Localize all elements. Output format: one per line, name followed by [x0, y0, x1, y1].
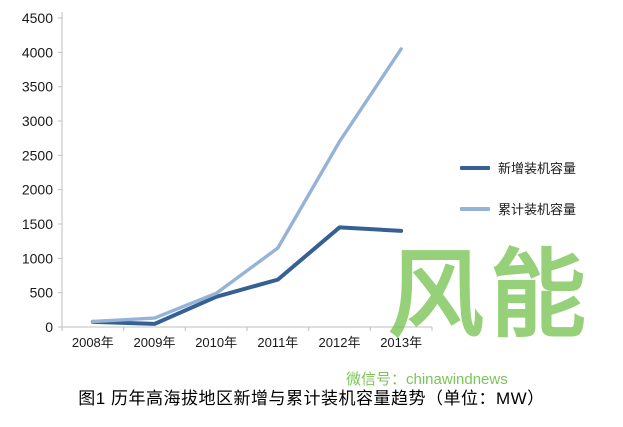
chart-caption: 图1 历年高海拔地区新增与累计装机容量趋势（单位：MW）	[78, 389, 545, 408]
y-tick-label: 4000	[22, 44, 53, 60]
x-tick-label: 2012年	[319, 335, 361, 350]
legend-line-swatch-new	[460, 165, 490, 170]
legend-label-cumulative: 累计装机容量	[498, 202, 577, 217]
y-tick-label: 3500	[22, 79, 53, 95]
y-tick-label: 4500	[22, 10, 53, 26]
x-tick-label: 2008年	[72, 335, 114, 350]
y-tick-label: 0	[45, 319, 53, 335]
series-line-0	[90, 225, 404, 326]
y-tick-label: 1000	[22, 250, 53, 266]
y-tick-label: 3000	[22, 113, 53, 129]
y-tick-label: 2500	[22, 147, 53, 163]
legend-line-swatch-cumulative	[460, 206, 490, 211]
x-tick-label: 2013年	[380, 335, 422, 350]
legend-item-new-capacity: 新增装机容量	[460, 158, 576, 177]
y-tick-label: 1500	[22, 216, 53, 232]
x-tick-label: 2009年	[134, 335, 176, 350]
y-tick-label: 500	[30, 285, 54, 301]
legend-label-new: 新增装机容量	[498, 161, 577, 176]
x-tick-label: 2010年	[195, 335, 237, 350]
x-tick-label: 2011年	[257, 335, 298, 350]
series-line-1	[91, 47, 403, 324]
chart-legend: 新增装机容量 累计装机容量	[460, 158, 576, 218]
legend-item-cumulative-capacity: 累计装机容量	[460, 199, 576, 218]
y-tick-label: 2000	[22, 182, 53, 198]
